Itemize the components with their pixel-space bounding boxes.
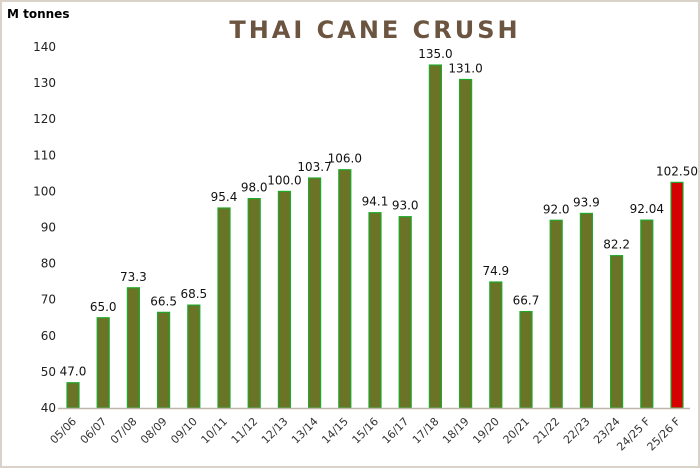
- x-tick-label: 21/22: [531, 415, 563, 447]
- bar: [187, 304, 201, 409]
- x-tick-label: 10/11: [199, 415, 231, 447]
- bar: [217, 207, 231, 409]
- y-tick-label: 120: [33, 112, 56, 126]
- bar: [66, 382, 80, 409]
- y-tick-label: 50: [41, 365, 56, 379]
- data-label: 95.4: [211, 190, 238, 204]
- data-label: 65.0: [90, 300, 117, 314]
- bar: [609, 255, 624, 409]
- bar: [308, 177, 322, 409]
- y-tick-label: 140: [33, 40, 56, 54]
- y-tick-label: 80: [41, 257, 56, 271]
- x-tick-label: 25/26 F: [645, 415, 684, 454]
- bar: [459, 78, 473, 409]
- data-label: 66.5: [150, 294, 177, 308]
- x-tick-label: 14/15: [319, 415, 351, 447]
- y-axis-label: M tonnes: [7, 7, 69, 21]
- data-label: 93.9: [573, 195, 600, 209]
- bar: [549, 219, 563, 409]
- bar: [277, 190, 291, 409]
- bar: [96, 317, 110, 409]
- x-tick-label: 12/13: [259, 415, 291, 447]
- y-tick-label: 90: [41, 221, 56, 235]
- bar: [338, 169, 352, 409]
- data-label: 102.50: [656, 164, 698, 178]
- data-label: 94.1: [362, 195, 389, 209]
- data-label: 68.5: [180, 287, 207, 301]
- data-label: 92.0: [543, 202, 570, 216]
- x-tick-label: 16/17: [380, 415, 412, 447]
- y-tick-label: 40: [41, 401, 56, 415]
- bar: [398, 216, 412, 409]
- bar: [428, 64, 442, 409]
- y-tick-label: 110: [33, 148, 56, 162]
- x-tick-label: 19/20: [470, 415, 502, 447]
- x-tick-label: 20/21: [501, 415, 533, 447]
- x-tick-label: 15/16: [350, 415, 382, 447]
- x-tick-label: 08/09: [138, 415, 170, 447]
- bar: [579, 212, 594, 409]
- data-label: 74.9: [482, 264, 509, 278]
- data-label: 93.0: [392, 199, 419, 213]
- x-tick-label: 06/07: [78, 415, 110, 447]
- bar: [489, 281, 503, 409]
- x-tick-label: 17/18: [410, 415, 442, 447]
- y-tick-label: 70: [41, 293, 56, 307]
- data-label: 98.0: [241, 181, 268, 195]
- data-label: 82.2: [603, 238, 630, 252]
- x-tick-label: 11/12: [229, 415, 261, 447]
- data-label: 66.7: [513, 294, 540, 308]
- data-label: 135.0: [418, 47, 452, 61]
- bar: [126, 287, 141, 409]
- bar: [670, 181, 684, 409]
- data-label: 100.0: [267, 173, 301, 187]
- x-tick-label: 18/19: [440, 415, 472, 447]
- x-tick-label: 09/10: [168, 415, 200, 447]
- bar: [247, 198, 261, 409]
- x-tick-label: 13/14: [289, 415, 321, 447]
- bar: [368, 212, 382, 409]
- bar: [157, 311, 171, 409]
- bar: [519, 311, 533, 409]
- y-tick-label: 130: [33, 76, 56, 90]
- bar: [640, 219, 654, 409]
- y-tick-label: 60: [41, 329, 56, 343]
- x-tick-label: 07/08: [108, 415, 140, 447]
- y-tick-label: 100: [33, 184, 56, 198]
- data-label: 73.3: [120, 270, 147, 284]
- x-tick-label: 05/06: [48, 415, 80, 447]
- data-label: 103.7: [297, 160, 331, 174]
- data-label: 131.0: [448, 61, 482, 75]
- data-label: 92.04: [630, 202, 664, 216]
- data-label: 106.0: [328, 152, 362, 166]
- chart-title: THAI CANE CRUSH: [229, 16, 520, 44]
- x-tick-label: 22/23: [561, 415, 593, 447]
- data-label: 47.0: [60, 365, 87, 379]
